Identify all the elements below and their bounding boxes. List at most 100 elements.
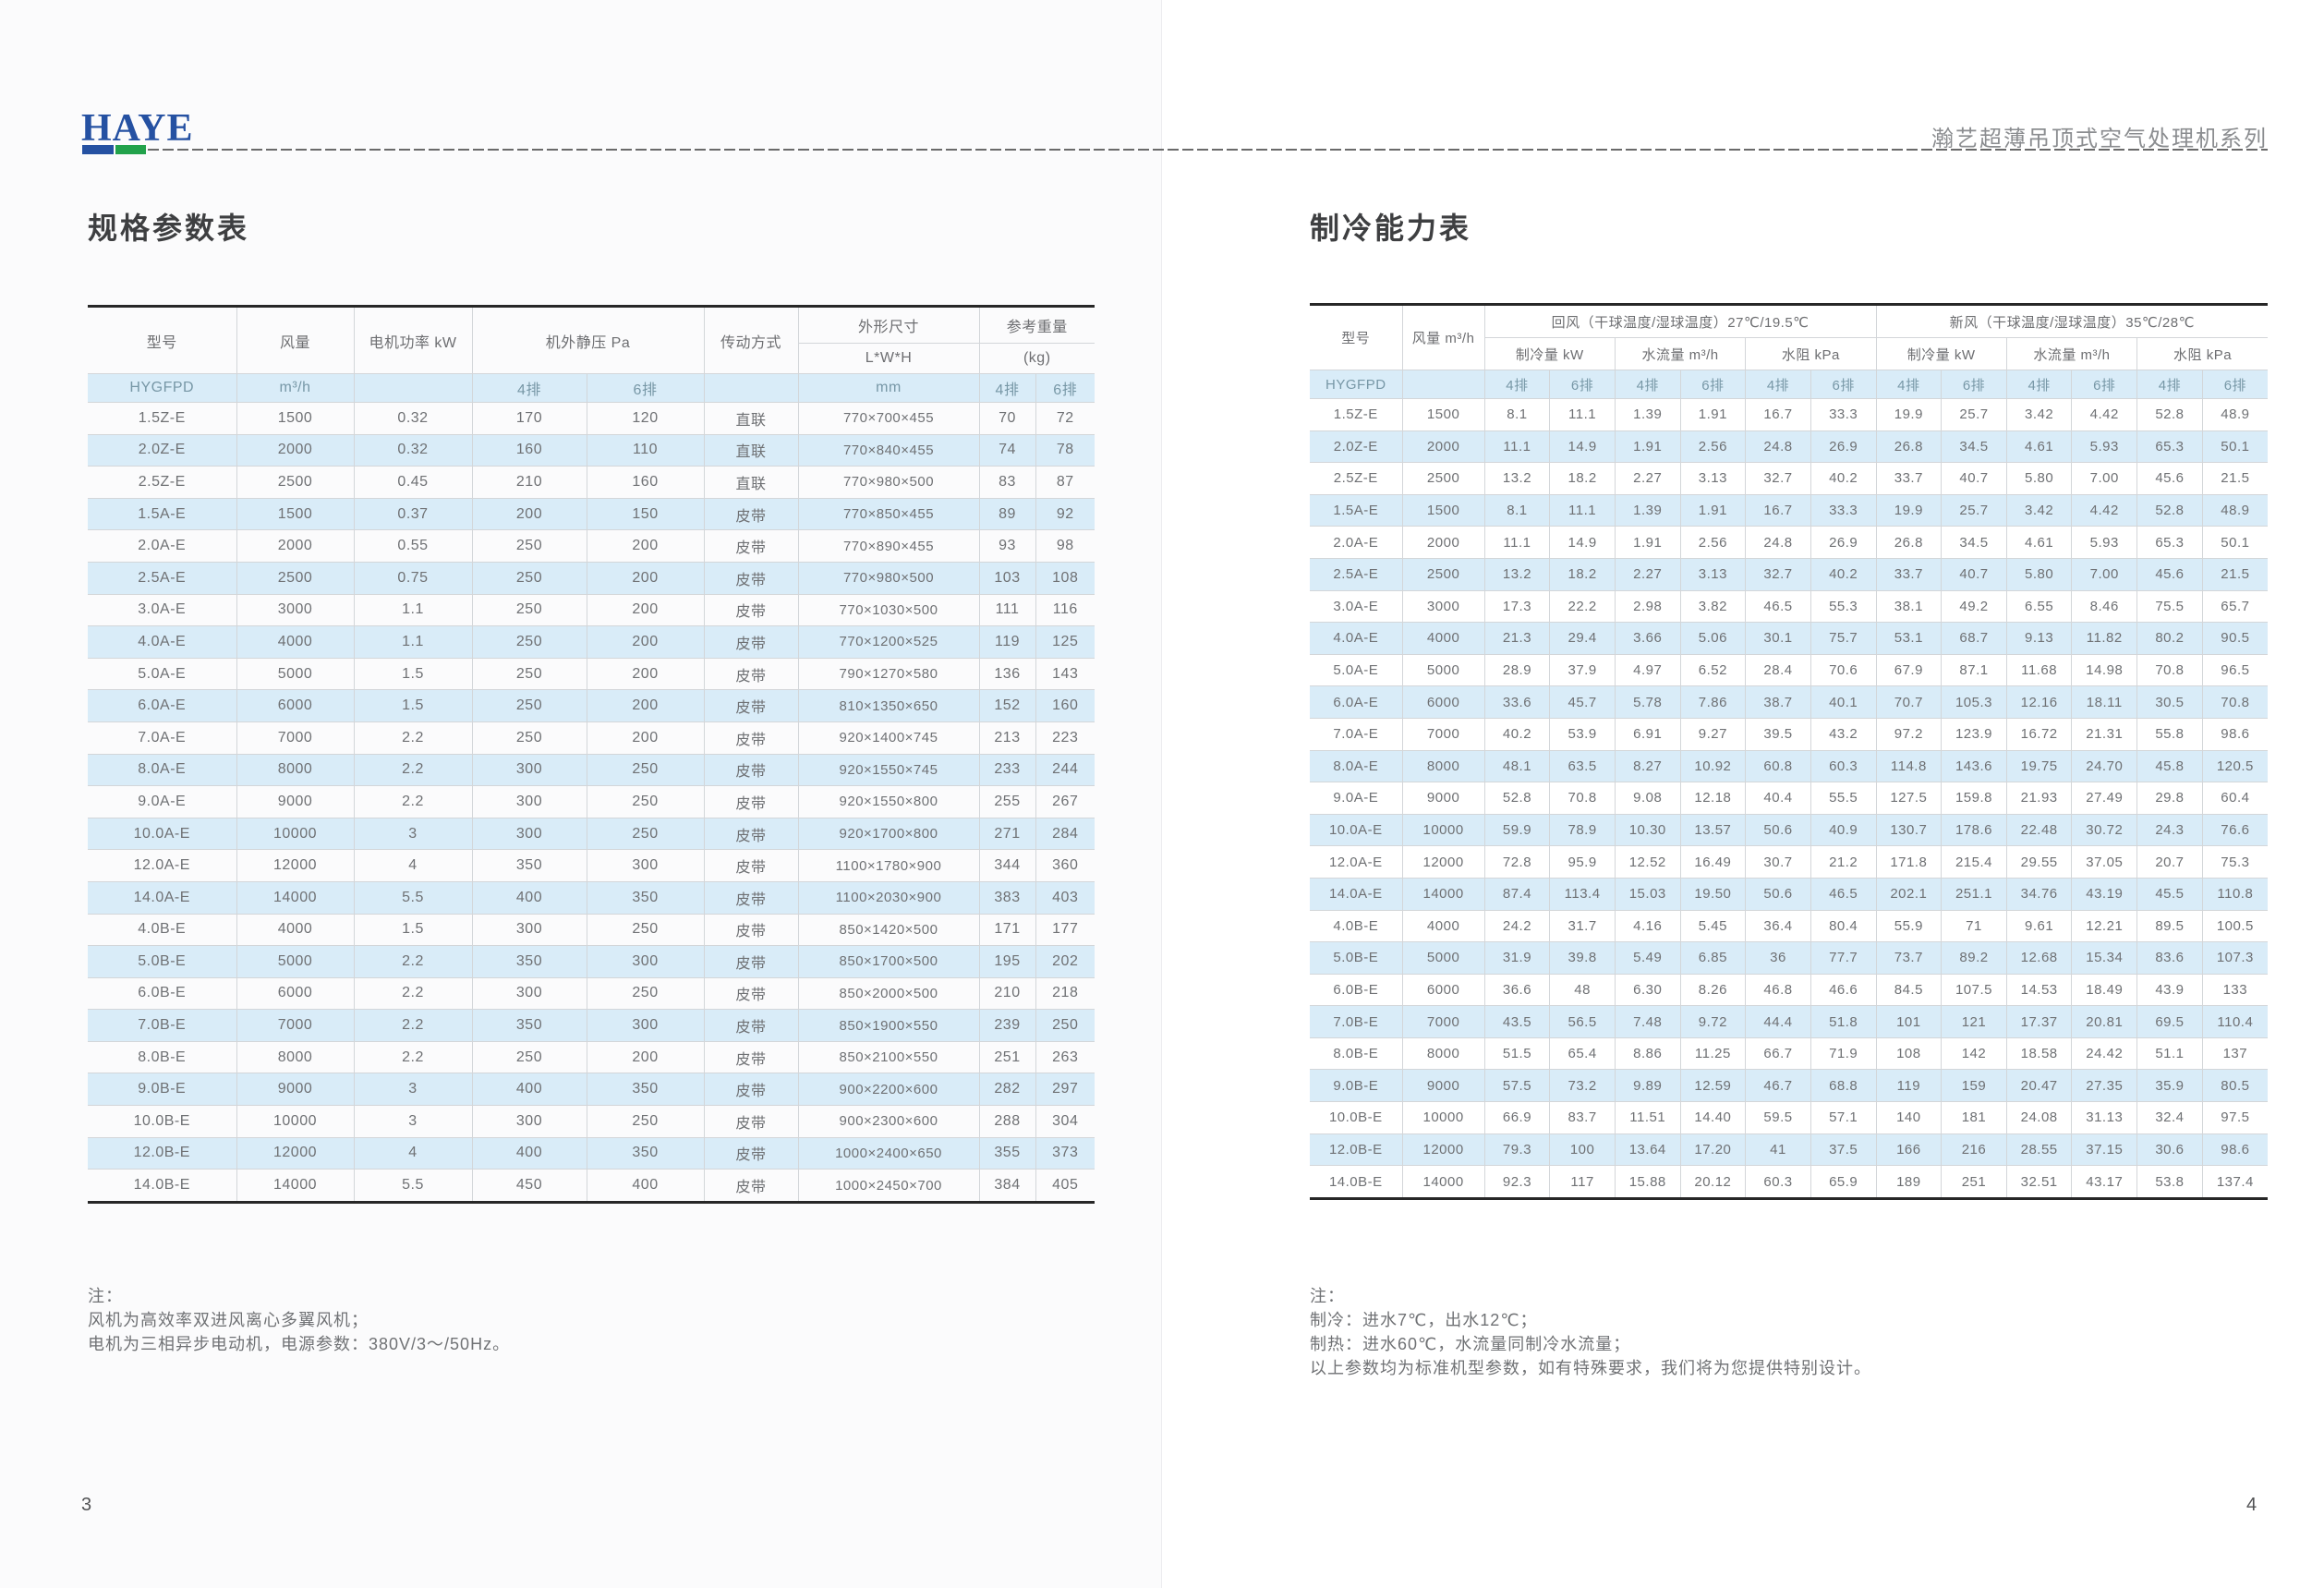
value-cell: 57.5 bbox=[1483, 1069, 1551, 1103]
logo-bar-blue bbox=[82, 145, 114, 154]
model-cell: 7.0B-E bbox=[88, 1009, 237, 1042]
value-cell: 21.3 bbox=[1483, 622, 1551, 655]
value-cell: 45.6 bbox=[2136, 462, 2203, 495]
spec-section-title: 规格参数表 bbox=[88, 212, 250, 245]
value-cell: 121 bbox=[1941, 1005, 2007, 1038]
value-cell: 40.1 bbox=[1810, 685, 1877, 719]
cooling-table: 型号 风量 m³/h 回风（干球温度/湿球温度）27℃/19.5℃ 新风（干球温… bbox=[1310, 303, 2268, 1200]
value-cell: 19.50 bbox=[1679, 877, 1747, 911]
value-cell: 皮带 bbox=[703, 561, 799, 595]
value-cell: 4.42 bbox=[2071, 398, 2138, 431]
value-cell: 2500 bbox=[1401, 557, 1485, 591]
value-cell: 56.5 bbox=[1549, 1005, 1616, 1038]
value-cell: 2.2 bbox=[353, 785, 473, 818]
value-cell: 202.1 bbox=[1875, 877, 1943, 911]
value-cell: 9.72 bbox=[1679, 1005, 1747, 1038]
value-cell: 皮带 bbox=[703, 1169, 799, 1203]
value-cell: 21.5 bbox=[2201, 462, 2268, 495]
value-cell: 177 bbox=[1035, 913, 1095, 947]
value-cell: 1100×1780×900 bbox=[797, 849, 980, 882]
value-cell: 55.5 bbox=[1810, 782, 1877, 815]
value-cell: 70 bbox=[978, 402, 1036, 435]
value-cell: 20.7 bbox=[2136, 845, 2203, 879]
value-cell: 60.3 bbox=[1810, 749, 1877, 783]
value-cell: 26.9 bbox=[1810, 430, 1877, 464]
value-cell: 33.3 bbox=[1810, 398, 1877, 431]
value-cell: 48.9 bbox=[2201, 493, 2268, 527]
row6-cell: 6排 bbox=[1549, 370, 1616, 399]
value-cell: 43.2 bbox=[1810, 717, 1877, 751]
row4-cell: 4排 bbox=[978, 373, 1036, 403]
value-cell: 77.7 bbox=[1810, 941, 1877, 975]
model-cell: 5.0B-E bbox=[88, 945, 237, 978]
value-cell: 29.8 bbox=[2136, 782, 2203, 815]
model-cell: 7.0A-E bbox=[1310, 717, 1403, 751]
value-cell: 384 bbox=[978, 1169, 1036, 1203]
row4-cell: 4排 bbox=[1483, 370, 1551, 399]
value-cell: 36.4 bbox=[1745, 909, 1811, 943]
value-cell: 18.2 bbox=[1549, 557, 1616, 591]
value-cell: 33.7 bbox=[1875, 462, 1943, 495]
value-cell: 25.7 bbox=[1941, 398, 2007, 431]
value-cell: 0.55 bbox=[353, 529, 473, 563]
value-cell: 皮带 bbox=[703, 593, 799, 627]
value-cell: 8.26 bbox=[1679, 973, 1747, 1007]
spec-header-row-1: 型号 风量 电机功率 kW 机外静压 Pa 传动方式 外形尺寸 参考重量 bbox=[88, 306, 1095, 374]
cooling-header-row-2: 制冷量 kW 水流量 m³/h 水阻 kPa 制冷量 kW 水流量 m³/h 水… bbox=[1310, 337, 2268, 370]
value-cell: 16.7 bbox=[1745, 493, 1811, 527]
value-cell: 皮带 bbox=[703, 945, 799, 978]
value-cell: 2.2 bbox=[353, 753, 473, 787]
table-row: 12.0B-E 12000 4 400 350 皮带 1000×2400×650 355 373 bbox=[88, 1136, 1095, 1170]
value-cell: 297 bbox=[1035, 1073, 1095, 1107]
value-cell: 119 bbox=[1875, 1069, 1943, 1103]
value-cell: 40.2 bbox=[1810, 462, 1877, 495]
value-cell: 43.5 bbox=[1483, 1005, 1551, 1038]
value-cell: 4000 bbox=[1401, 622, 1485, 655]
value-cell: 13.2 bbox=[1483, 462, 1551, 495]
value-cell: 160 bbox=[1035, 689, 1095, 722]
value-cell: 107.3 bbox=[2201, 941, 2268, 975]
value-cell: 920×1550×800 bbox=[797, 785, 980, 818]
value-cell: 300 bbox=[471, 913, 587, 947]
value-cell: 215.4 bbox=[1941, 845, 2007, 879]
value-cell: 11.25 bbox=[1679, 1036, 1747, 1071]
value-cell: 288 bbox=[978, 1105, 1036, 1138]
value-cell: 8.1 bbox=[1483, 493, 1551, 527]
table-row: 4.0A-E 4000 21.3 29.4 3.66 5.06 30.1 75.7 53.1 68… bbox=[1310, 622, 2268, 655]
table-row: 2.5Z-E 2500 13.2 18.2 2.27 3.13 32.7 40.2 33.7 40… bbox=[1310, 462, 2268, 495]
value-cell: 93 bbox=[978, 529, 1036, 563]
value-cell: 9.27 bbox=[1679, 717, 1747, 751]
value-cell: 5.45 bbox=[1679, 909, 1747, 943]
value-cell: 19.9 bbox=[1875, 493, 1943, 527]
value-cell: 9.08 bbox=[1614, 782, 1681, 815]
value-cell: 52.8 bbox=[1483, 782, 1551, 815]
dims-unit-cell: mm bbox=[797, 373, 980, 403]
value-cell: 24.2 bbox=[1483, 909, 1551, 943]
table-row: 5.0A-E 5000 28.9 37.9 4.97 6.52 28.4 70.6 67.9 87… bbox=[1310, 653, 2268, 687]
value-cell: 11.68 bbox=[2005, 653, 2073, 687]
model-cell: 8.0A-E bbox=[88, 753, 237, 787]
notes-line: 制冷：进水7℃，出水12℃； bbox=[1310, 1311, 1538, 1329]
value-cell: 2.2 bbox=[353, 945, 473, 978]
value-cell: 770×980×500 bbox=[797, 466, 980, 499]
value-cell: 3.66 bbox=[1614, 622, 1681, 655]
table-row: 12.0A-E 12000 4 350 300 皮带 1100×1780×900 344 360 bbox=[88, 849, 1095, 882]
value-cell: 9000 bbox=[1401, 782, 1485, 815]
value-cell: 110.4 bbox=[2201, 1005, 2268, 1038]
value-cell: 63.5 bbox=[1549, 749, 1616, 783]
value-cell: 344 bbox=[978, 849, 1036, 882]
value-cell: 200 bbox=[586, 657, 705, 691]
model-cell: 2.5Z-E bbox=[1310, 462, 1403, 495]
table-row: 2.0A-E 2000 11.1 14.9 1.91 2.56 24.8 26.9 26.8 34… bbox=[1310, 526, 2268, 559]
value-cell: 2000 bbox=[236, 433, 355, 467]
value-cell: 4.97 bbox=[1614, 653, 1681, 687]
value-cell: 87.1 bbox=[1941, 653, 2007, 687]
value-cell: 32.51 bbox=[2005, 1165, 2073, 1199]
value-cell: 10.30 bbox=[1614, 813, 1681, 847]
model-cell: 9.0A-E bbox=[88, 785, 237, 818]
value-cell: 46.6 bbox=[1810, 973, 1877, 1007]
value-cell: 350 bbox=[586, 880, 705, 915]
value-cell: 30.6 bbox=[2136, 1133, 2203, 1167]
value-cell: 18.11 bbox=[2071, 685, 2138, 719]
value-cell: 14000 bbox=[1401, 877, 1485, 911]
